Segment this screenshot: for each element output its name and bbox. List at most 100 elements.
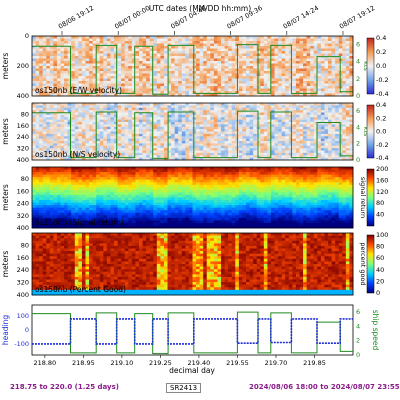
- heatmap-cell: [349, 36, 354, 39]
- heatmap-cell: [231, 71, 236, 74]
- heatmap-cell: [246, 143, 250, 147]
- heatmap-cell: [46, 205, 51, 209]
- heatmap-cell: [64, 177, 69, 181]
- heatmap-cell: [135, 143, 140, 147]
- heatmap-cell: [135, 107, 140, 111]
- heatmap-cell: [221, 58, 225, 62]
- heatmap-cell: [246, 41, 250, 44]
- heatmap-cell: [81, 150, 86, 154]
- heatmap-cell: [160, 63, 165, 67]
- heatmap-cell: [149, 117, 154, 121]
- heatmap-cell: [39, 150, 44, 154]
- heatmap-cell: [185, 131, 190, 135]
- heatmap-cell: [331, 148, 336, 151]
- heatmap-cell: [71, 222, 76, 226]
- heatmap-cell: [224, 91, 229, 94]
- heatmap-cell: [185, 76, 190, 79]
- heatmap-cell: [32, 222, 36, 226]
- heatmap-cell: [338, 155, 343, 159]
- heatmap-cell: [146, 110, 151, 113]
- heatmap-cell: [153, 103, 158, 106]
- heatmap-cell: [310, 157, 315, 161]
- heatmap-cell: [149, 133, 154, 137]
- heatmap-cell: [324, 76, 329, 79]
- heatmap-cell: [64, 51, 69, 54]
- heatmap-cell: [128, 58, 133, 62]
- heatmap-cell: [281, 114, 286, 118]
- heatmap-cell: [349, 103, 354, 106]
- heatmap-cell: [92, 110, 97, 113]
- heatmap-cell: [74, 133, 79, 137]
- heatmap-cell: [49, 192, 54, 196]
- heatmap-cell: [174, 83, 179, 87]
- heatmap-cell: [221, 41, 225, 44]
- heatmap-cell: [267, 150, 272, 154]
- heatmap-cell: [106, 88, 111, 92]
- heatmap-cell: [110, 174, 115, 178]
- colorbar-tick-label: 0.4: [376, 101, 386, 109]
- heatmap-cell: [249, 133, 254, 137]
- heatmap-cell: [53, 138, 58, 142]
- heatmap-cell: [117, 205, 122, 209]
- heatmap-cell: [96, 81, 101, 84]
- heatmap-cell: [103, 197, 108, 201]
- heatmap-cell: [139, 41, 143, 44]
- heatmap-cell: [196, 91, 201, 94]
- heatmap-cell: [71, 174, 76, 178]
- heatmap-cell: [313, 73, 318, 77]
- heatmap-cell: [32, 119, 36, 123]
- heatmap-cell: [167, 91, 172, 94]
- heatmap-cell: [53, 141, 58, 144]
- heatmap-cell: [292, 91, 297, 94]
- heatmap-cell: [99, 124, 104, 128]
- heatmap-cell: [310, 124, 315, 128]
- heatmap-cell: [106, 174, 111, 178]
- heatmap-cell: [178, 152, 183, 156]
- heatmap-cell: [114, 184, 118, 188]
- heatmap-cell: [85, 205, 90, 209]
- heatmap-cell: [139, 81, 143, 84]
- heatmap-cell: [35, 177, 40, 181]
- heatmap-cell: [53, 197, 58, 201]
- heatmap-cell: [320, 91, 325, 94]
- heatmap-cell: [213, 136, 218, 140]
- heatmap-cell: [303, 51, 308, 54]
- heatmap-cell: [89, 145, 94, 149]
- heatmap-cell: [320, 83, 325, 87]
- heatmap-cell: [103, 169, 108, 173]
- heatmap-cell: [53, 157, 58, 161]
- heatmap-cell: [278, 112, 283, 116]
- heatmap-cell: [96, 63, 101, 67]
- heatmap-cell: [270, 48, 275, 52]
- heatmap-cell: [192, 41, 197, 44]
- heatmap-cell: [188, 126, 193, 130]
- heatmap-cell: [163, 36, 168, 39]
- heatmap-cell: [39, 184, 44, 188]
- heatmap-cell: [103, 152, 108, 156]
- heatmap-cell: [295, 38, 300, 42]
- heatmap-cell: [39, 107, 44, 111]
- heatmap-cell: [42, 81, 47, 84]
- heatmap-cell: [320, 81, 325, 84]
- heatmap-cell: [206, 138, 211, 142]
- heatmap-cell: [238, 114, 243, 118]
- heatmap-cell: [171, 58, 176, 62]
- heatmap-cell: [338, 68, 343, 72]
- heatmap-cell: [117, 155, 122, 159]
- heatmap-cell: [274, 91, 279, 94]
- heatmap-cell: [278, 103, 283, 106]
- heatmap-cell: [60, 143, 65, 147]
- heatmap-cell: [121, 53, 126, 57]
- heatmap-cell: [92, 43, 97, 47]
- heatmap-cell: [85, 217, 90, 221]
- heatmap-cell: [285, 66, 290, 69]
- heatmap-cell: [64, 133, 69, 137]
- heatmap-cell: [174, 71, 179, 74]
- heatmap-cell: [192, 110, 197, 113]
- heatmap-cell: [139, 152, 143, 156]
- heatmap-cell: [320, 112, 325, 116]
- heatmap-cell: [71, 46, 76, 49]
- heatmap-cell: [81, 145, 86, 149]
- heatmap-cell: [124, 43, 129, 47]
- heatmap-cell: [224, 83, 229, 87]
